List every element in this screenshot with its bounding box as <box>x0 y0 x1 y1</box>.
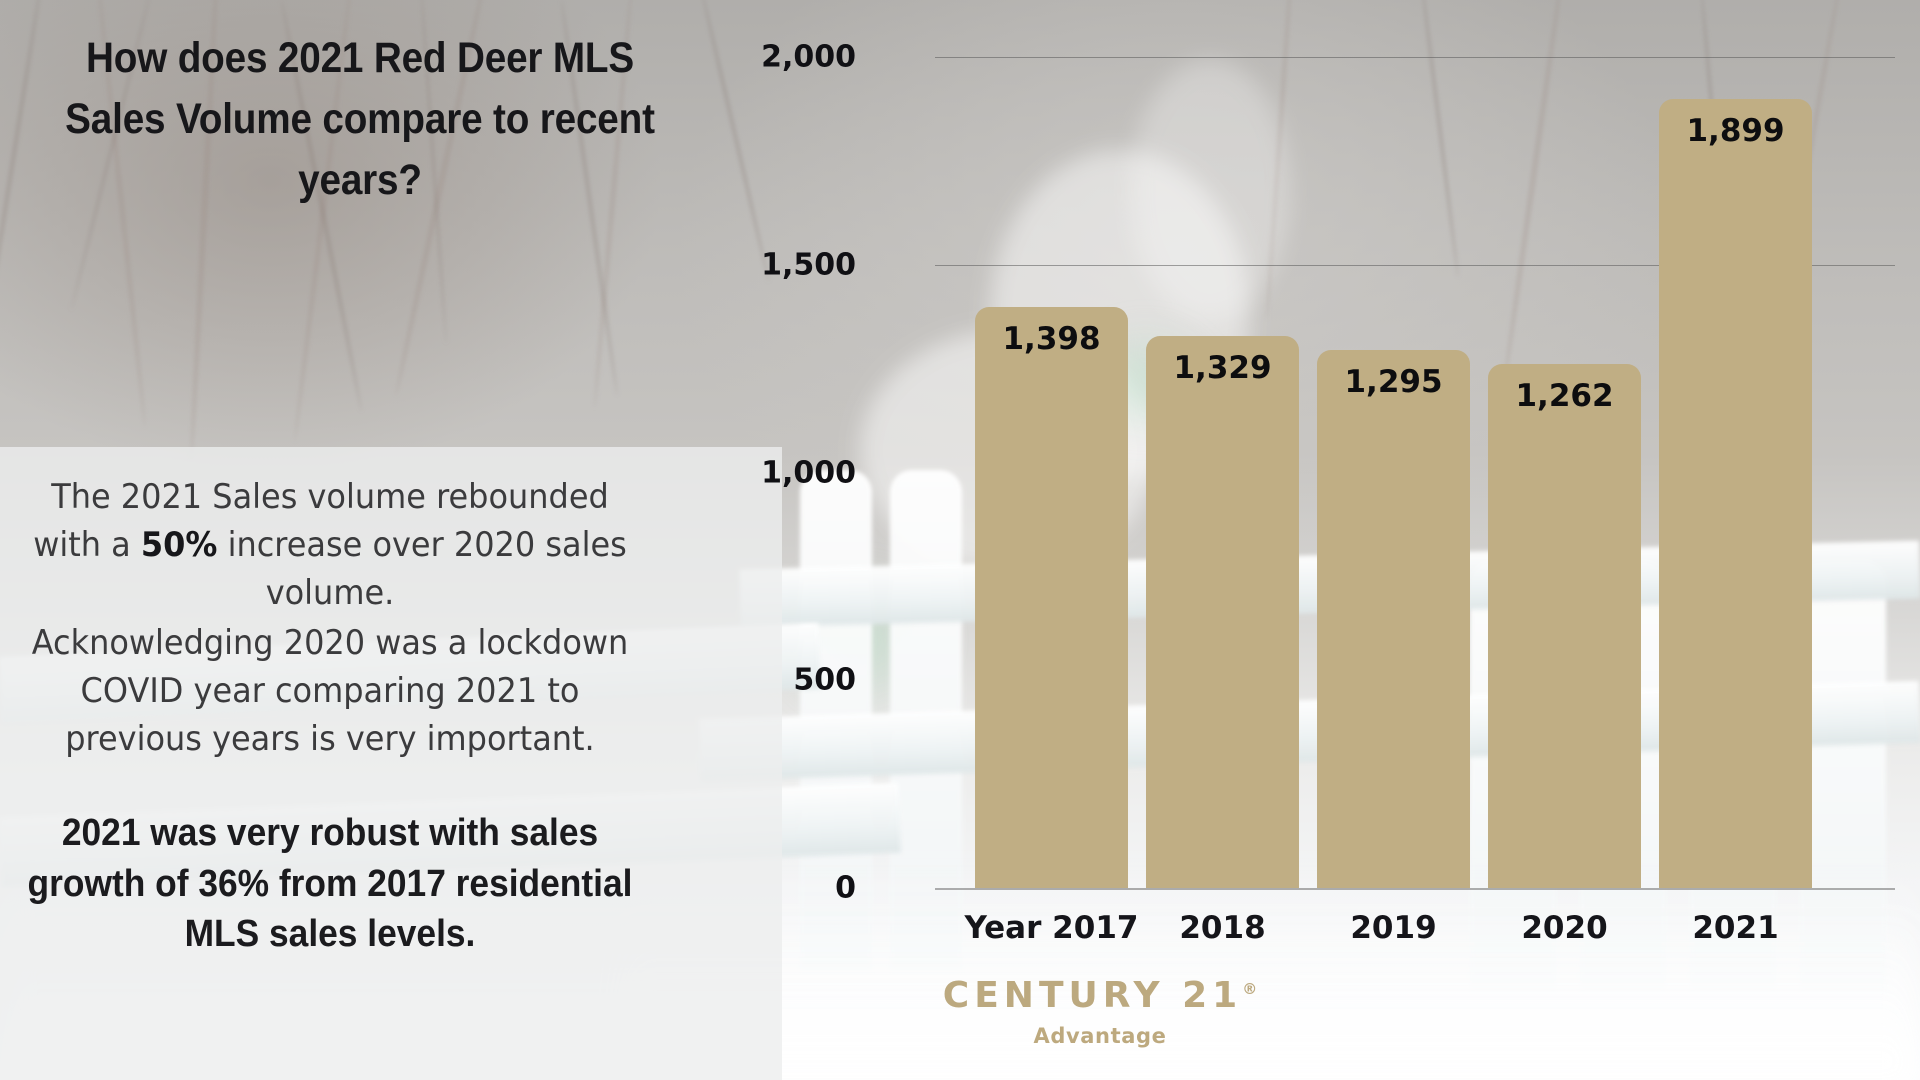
snowbank-decor <box>620 900 1920 1080</box>
y-tick-label: 2,000 <box>761 39 856 75</box>
x-tick-label: 2020 <box>1521 910 1608 946</box>
paragraph-rebound-text-before: The 2021 Sales volume rebounded with a <box>33 477 609 565</box>
paragraph-growth: 2021 was very robust with sales growth o… <box>27 812 633 956</box>
bar-value-label: 1,262 <box>1515 377 1614 414</box>
paragraph-covid: Acknowledging 2020 was a lockdown COVID … <box>31 623 629 759</box>
logo-tagline: Advantage <box>1033 1024 1167 1048</box>
paragraph-rebound-text-after: increase over 2020 sales volume. <box>217 524 627 613</box>
x-tick-label: 2021 <box>1692 910 1779 946</box>
paragraph-rebound-percent: 50% <box>140 524 218 565</box>
paragraph-rebound: The 2021 Sales volume rebounded with a 5… <box>20 474 640 618</box>
y-tick-label: 1,500 <box>761 247 856 283</box>
page-title: How does 2021 Red Deer MLS Sales Volume … <box>65 34 655 205</box>
registered-trademark-icon: ® <box>1242 980 1258 998</box>
bar-value-label: 1,398 <box>1002 321 1101 358</box>
y-tick-label: 500 <box>793 662 856 698</box>
x-tick-label: 2019 <box>1350 910 1437 946</box>
bar[interactable]: 1,398 <box>975 307 1128 888</box>
y-tick-label: 1,000 <box>761 455 856 490</box>
bar-chart: 2,000 1,500 1,000 500 0 1,398 1,329 1,29… <box>761 0 1920 1080</box>
bar[interactable]: 1,262 <box>1488 363 1641 888</box>
logo-brand-label: CENTURY 21 <box>942 975 1243 1016</box>
bar[interactable]: 1,899 <box>1659 98 1812 888</box>
bar-value-label: 1,329 <box>1173 349 1272 386</box>
x-tick-label: 2018 <box>1179 910 1266 946</box>
text-overlay-panel <box>0 447 782 1080</box>
bokeh-decor <box>1130 60 1290 320</box>
x-tick-label: Year 2017 <box>964 910 1139 946</box>
bar-value-label: 1,899 <box>1686 112 1785 149</box>
x-axis-line <box>935 888 1895 890</box>
century21-logo: CENTURY 21® Advantage <box>920 975 1280 1048</box>
logo-brand-text: CENTURY 21® <box>920 975 1280 1016</box>
bar-value-label: 1,295 <box>1344 363 1443 400</box>
bar[interactable]: 1,295 <box>1317 349 1470 888</box>
gridline-1500 <box>935 264 1895 266</box>
bar[interactable]: 1,329 <box>1146 335 1299 888</box>
y-tick-label: 0 <box>835 870 856 906</box>
gridline-2000 <box>935 57 1895 58</box>
